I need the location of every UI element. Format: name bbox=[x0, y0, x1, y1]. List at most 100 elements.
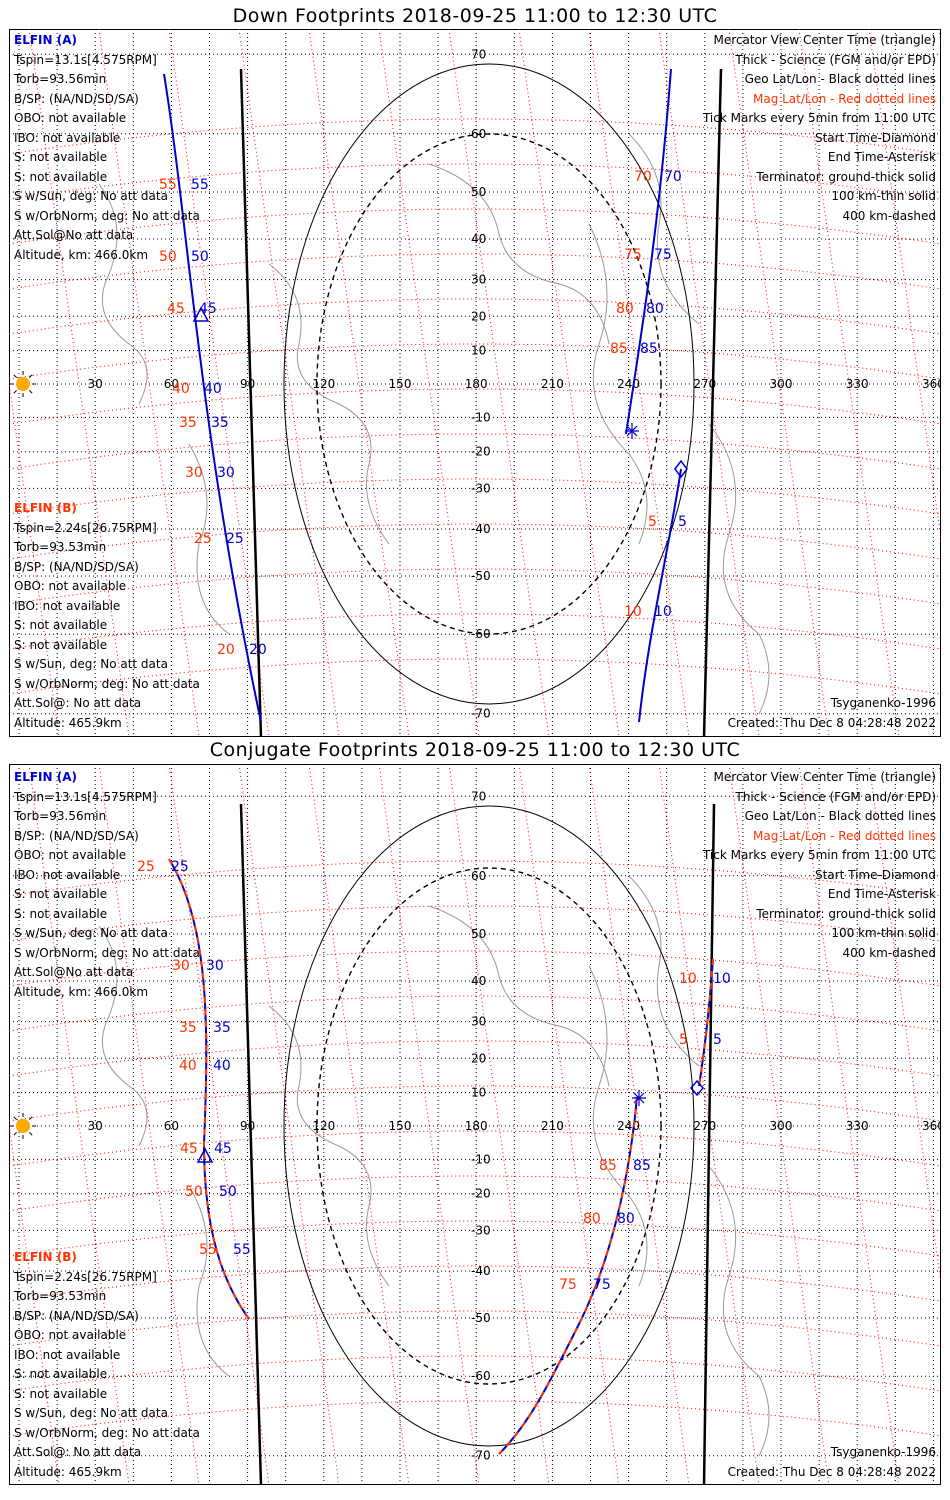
terminator-ground bbox=[702, 68, 723, 737]
lat-tick-label: -50 bbox=[471, 1311, 491, 1325]
mag-lon-line bbox=[28, 764, 130, 1485]
legend-line: 400 km-dashed bbox=[842, 208, 936, 223]
coastline bbox=[708, 1165, 770, 1457]
lat-tick-label: 40 bbox=[471, 232, 486, 246]
track-b-label: 50 bbox=[159, 249, 177, 265]
sat-a-line: IBO: not available bbox=[14, 867, 121, 882]
sat-a-info-conjugate: ELFIN (A) Tspin=13.1s[4.575RPM] Torb=93.… bbox=[14, 768, 200, 1002]
mag-lat-line bbox=[9, 1355, 941, 1392]
lon-tick-label: 210 bbox=[541, 377, 564, 391]
track-a-label: 20 bbox=[249, 642, 267, 658]
sat-a-line: Tspin=13.1s[4.575RPM] bbox=[14, 52, 157, 67]
track-a-right-lower bbox=[638, 468, 682, 723]
sat-b-info-conjugate: ELFIN (B) Tspin=2.24s[26.75RPM] Torb=93.… bbox=[14, 1248, 200, 1482]
sun-ray bbox=[13, 390, 17, 394]
legend-line: Mag Lat/Lon - Red dotted lines bbox=[752, 828, 936, 843]
track-a-label: 5 bbox=[678, 514, 687, 530]
sun-icon bbox=[16, 1119, 30, 1133]
model-label: Tsyganenko-1996 bbox=[830, 1445, 936, 1459]
sat-a-line: Torb=93.56min bbox=[14, 72, 107, 86]
mag-lon-line bbox=[308, 764, 410, 1485]
center-time-triangle bbox=[196, 1147, 214, 1163]
track-b-label: 30 bbox=[185, 465, 203, 481]
lon-tick-label: 90 bbox=[240, 377, 255, 391]
sat-b-line: Tspin=2.24s[26.75RPM] bbox=[14, 520, 157, 535]
track-a-label: 10 bbox=[713, 971, 731, 987]
mag-lon-line bbox=[378, 764, 480, 1485]
coastline bbox=[708, 423, 770, 715]
lon-tick-label: 330 bbox=[846, 1119, 869, 1133]
credits-conjugate: Tsyganenko-1996 Created: Thu Dec 8 04:28… bbox=[728, 1443, 936, 1482]
track-a-label: 70 bbox=[664, 169, 682, 185]
lat-tick-label: 20 bbox=[471, 1051, 486, 1065]
track-a-label: 25 bbox=[171, 859, 189, 875]
track-b-label: 35 bbox=[179, 1020, 197, 1036]
legend-line: Geo Lat/Lon - Black dotted lines bbox=[744, 809, 936, 823]
legend-line: 100 km-thin solid bbox=[831, 926, 936, 940]
sat-a-line: B/SP: (NA/ND/SD/SA) bbox=[14, 91, 139, 106]
sat-a-line: Torb=93.56min bbox=[14, 809, 107, 823]
sat-a-info-down: ELFIN (A) Tspin=13.1s[4.575RPM] Torb=93.… bbox=[14, 31, 200, 265]
lat-tick-label: 10 bbox=[471, 344, 486, 358]
sat-b-line: Torb=93.53min bbox=[14, 1289, 107, 1303]
track-b-label: 35 bbox=[179, 415, 197, 431]
sat-a-line: IBO: not available bbox=[14, 130, 121, 145]
lat-tick-label: 60 bbox=[471, 869, 486, 883]
lon-tick-label: 30 bbox=[88, 377, 103, 391]
lon-tick-label: 150 bbox=[389, 377, 412, 391]
sat-a-line: Tspin=13.1s[4.575RPM] bbox=[14, 789, 157, 804]
track-a-label: 40 bbox=[213, 1058, 231, 1074]
mag-lon-line bbox=[798, 764, 900, 1485]
track-b-label: 45 bbox=[180, 1141, 198, 1157]
lat-tick-label: -40 bbox=[471, 1264, 491, 1278]
lon-tick-label: 300 bbox=[770, 377, 793, 391]
lon-tick-label: 120 bbox=[312, 377, 335, 391]
lat-tick-label: 30 bbox=[471, 1015, 486, 1029]
track-b-label: 85 bbox=[610, 341, 628, 357]
mag-lat-line bbox=[9, 1265, 941, 1302]
mag-lat-line bbox=[9, 905, 941, 942]
lon-tick-label: 240 bbox=[617, 1119, 640, 1133]
mag-lat-line bbox=[9, 1040, 941, 1077]
lon-tick-label: 330 bbox=[846, 377, 869, 391]
mag-lat-line bbox=[9, 1220, 941, 1257]
lat-tick-label: -30 bbox=[471, 1223, 491, 1237]
legend-line: 400 km-dashed bbox=[842, 945, 936, 960]
lon-tick-label: 300 bbox=[770, 1119, 793, 1133]
lat-tick-label: -10 bbox=[471, 410, 491, 424]
coastline bbox=[628, 875, 700, 1067]
legend-line: Tick Marks every 5min from 11:00 UTC bbox=[702, 848, 936, 862]
legend-conjugate: Mercator View Center Time (triangle) Thi… bbox=[703, 768, 936, 963]
sat-a-line: S: not available bbox=[14, 887, 108, 901]
sat-b-line: S w/OrbNorm, deg: No att data bbox=[14, 676, 200, 691]
lon-tick-label: 120 bbox=[312, 1119, 335, 1133]
sun-ray bbox=[29, 390, 33, 394]
mag-lat-line bbox=[9, 950, 941, 987]
lat-tick-label: 10 bbox=[471, 1086, 486, 1100]
track-a-label: 45 bbox=[199, 301, 217, 317]
terminator-ground bbox=[239, 803, 263, 1485]
lon-tick-label: 270 bbox=[693, 1119, 716, 1133]
lon-tick-label: 360 bbox=[922, 1119, 941, 1133]
coastline bbox=[268, 263, 390, 545]
mag-lat-line bbox=[9, 995, 941, 1032]
sat-a-line: Att.Sol@No att data bbox=[14, 228, 134, 242]
legend-down: Mercator View Center Time (triangle) Thi… bbox=[703, 31, 936, 226]
sat-b-line: Att.Sol@: No att data bbox=[14, 696, 142, 710]
mag-lon-line bbox=[518, 764, 620, 1485]
lat-tick-label: 70 bbox=[471, 789, 486, 803]
track-a-label: 30 bbox=[217, 465, 235, 481]
track-b-label: 80 bbox=[583, 1211, 601, 1227]
terminator-ground bbox=[239, 68, 263, 737]
panel-title-conjugate: Conjugate Footprints 2018-09-25 11:00 to… bbox=[209, 739, 741, 761]
sat-b-line: S w/Sun, deg: No att data bbox=[14, 1406, 168, 1420]
sat-b-line: OBO: not available bbox=[14, 1328, 127, 1342]
lat-tick-label: -20 bbox=[471, 445, 491, 459]
mag-lat-line bbox=[9, 568, 941, 605]
lat-tick-label: -60 bbox=[471, 1369, 491, 1383]
lat-tick-label: -70 bbox=[471, 707, 491, 721]
coastline bbox=[628, 133, 700, 325]
sat-a-line: S w/Sun, deg: No att data bbox=[14, 926, 168, 940]
coastline bbox=[188, 1185, 230, 1377]
track-b-far-right bbox=[698, 958, 714, 1087]
